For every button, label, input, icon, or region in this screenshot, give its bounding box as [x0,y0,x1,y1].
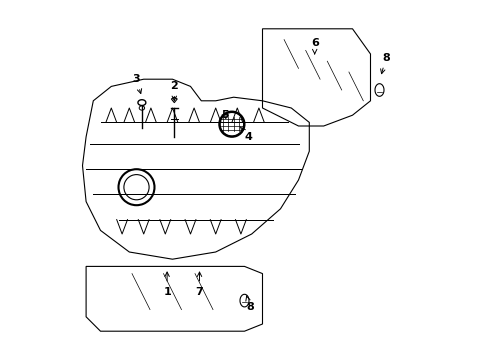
Text: 3: 3 [132,74,142,94]
Text: 1: 1 [163,272,171,297]
Text: 5: 5 [221,110,228,120]
Text: 8: 8 [245,296,253,312]
Text: 2: 2 [170,81,178,100]
Text: 8: 8 [380,53,389,74]
Text: 7: 7 [195,272,203,297]
Text: 4: 4 [240,127,251,142]
Text: 6: 6 [310,38,318,54]
